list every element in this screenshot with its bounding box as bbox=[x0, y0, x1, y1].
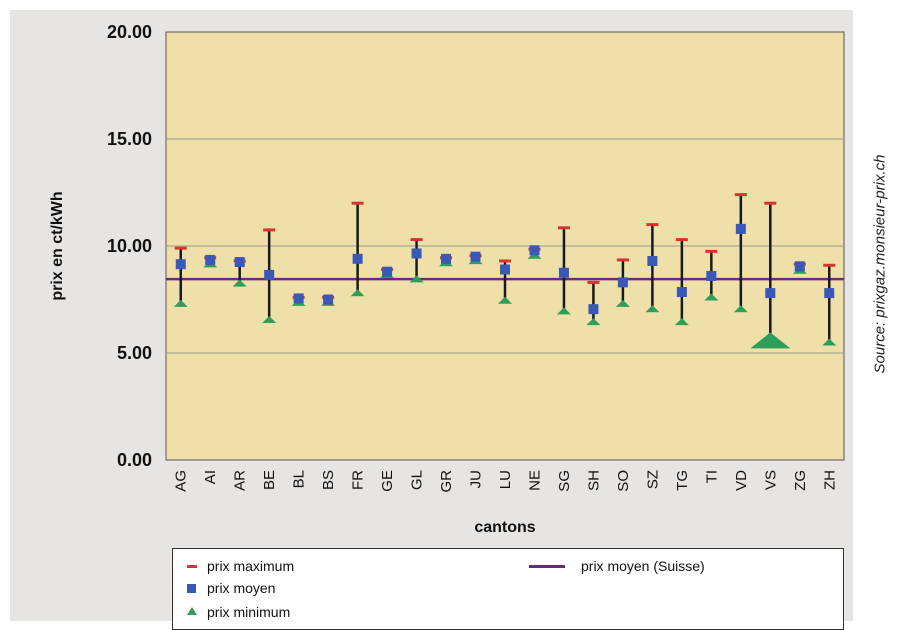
max-marker-vd bbox=[734, 193, 747, 197]
y-tick-label: 20.00 bbox=[107, 22, 152, 42]
grid-lines bbox=[166, 138, 844, 354]
x-tick-label: SZ bbox=[644, 470, 661, 489]
legend-label: prix maximum bbox=[207, 558, 295, 574]
max-marker-sg bbox=[557, 226, 570, 230]
min-marker-zh bbox=[822, 338, 837, 346]
chart: 0.00 5.00 10.00 15.00 20.00 AG AI AR BE BL BS FR GE… bbox=[49, 22, 845, 536]
min-marker-sh bbox=[586, 318, 601, 326]
min-marker-be bbox=[262, 315, 277, 323]
min-marker-so bbox=[615, 299, 630, 307]
max-marker-so bbox=[616, 258, 629, 262]
mean-marker-lu bbox=[500, 264, 510, 275]
legend-label: prix moyen (Suisse) bbox=[581, 558, 705, 574]
mean-marker-vd bbox=[735, 223, 746, 234]
legend-swatch-line bbox=[529, 565, 565, 568]
mean-marker-sz bbox=[647, 255, 658, 266]
x-tick-label: SH bbox=[585, 470, 602, 491]
legend-swatch-square bbox=[187, 584, 196, 593]
x-tick-label: NE bbox=[526, 470, 543, 491]
mean-marker-fr bbox=[352, 253, 363, 264]
max-marker-sz bbox=[646, 223, 659, 227]
min-marker-vs bbox=[750, 332, 791, 349]
min-marker-ag bbox=[173, 299, 188, 307]
x-tick-label: LU bbox=[497, 470, 514, 489]
min-marker-sg bbox=[556, 307, 571, 315]
min-marker-gl bbox=[409, 275, 424, 283]
min-marker-sz bbox=[645, 305, 660, 313]
y-tick-label: 0.00 bbox=[117, 450, 152, 470]
max-marker-be bbox=[263, 228, 276, 232]
mean-marker-so bbox=[617, 277, 628, 288]
max-marker-sh bbox=[587, 280, 600, 284]
y-tick-label: 5.00 bbox=[117, 343, 152, 363]
mean-marker-ai bbox=[205, 254, 216, 265]
x-tick-label: GR bbox=[438, 470, 455, 493]
mean-marker-ag bbox=[175, 259, 186, 270]
max-marker-tg bbox=[675, 238, 688, 242]
min-marker-vd bbox=[733, 305, 748, 313]
x-tick-label: JU bbox=[468, 470, 485, 488]
x-tick-label: BS bbox=[320, 470, 337, 490]
x-tick-label: BL bbox=[291, 470, 308, 488]
x-tick-label: SO bbox=[615, 470, 632, 492]
max-marker-ti bbox=[705, 249, 718, 253]
x-axis-title: cantons bbox=[474, 519, 535, 536]
data-markers bbox=[173, 193, 837, 349]
x-tick-label: GE bbox=[379, 470, 396, 492]
legend-swatch-dash bbox=[187, 565, 197, 568]
legend-swatch-triangle bbox=[187, 607, 197, 615]
mean-marker-gr bbox=[441, 253, 452, 264]
y-tick-labels: 0.00 5.00 10.00 15.00 20.00 bbox=[107, 22, 152, 470]
mean-marker-ti bbox=[706, 270, 717, 281]
legend-label: prix minimum bbox=[207, 604, 291, 620]
min-marker-ar bbox=[232, 279, 247, 287]
max-marker-vs bbox=[764, 201, 777, 205]
max-marker-ag bbox=[174, 246, 187, 250]
mean-marker-tg bbox=[676, 287, 687, 298]
x-tick-label: FR bbox=[350, 470, 367, 490]
mean-marker-sg bbox=[558, 267, 569, 278]
min-marker-fr bbox=[350, 289, 365, 297]
mean-marker-sh bbox=[588, 304, 599, 315]
source-label: Source: prixgaz.monsieur-prix.ch bbox=[871, 154, 889, 374]
mean-marker-bl bbox=[293, 293, 304, 304]
mean-marker-bs bbox=[323, 294, 334, 305]
chart-frame: 0.00 5.00 10.00 15.00 20.00 AG AI AR BE BL BS FR GE… bbox=[10, 10, 853, 630]
x-tick-label: AG bbox=[173, 470, 190, 492]
mean-marker-zh bbox=[824, 288, 835, 299]
x-tick-label: SG bbox=[556, 470, 573, 492]
x-tick-label: AR bbox=[232, 470, 249, 491]
legend-label: prix moyen bbox=[207, 580, 276, 596]
max-marker-lu bbox=[499, 259, 511, 263]
x-tick-labels: AG AI AR BE BL BS FR GE GL GR JU LU NE SG SH SO SZ TG TI VD… bbox=[173, 470, 839, 493]
mean-marker-ne bbox=[529, 245, 540, 256]
min-marker-ti bbox=[704, 293, 719, 301]
x-tick-label: TI bbox=[703, 470, 720, 483]
y-tick-label: 10.00 bbox=[107, 236, 152, 256]
mean-marker-ge bbox=[382, 266, 393, 277]
max-marker-gl bbox=[410, 238, 423, 242]
mean-marker-be bbox=[264, 269, 275, 280]
y-axis-title: prix en ct/kWh bbox=[49, 191, 66, 300]
mean-marker-gl bbox=[411, 248, 422, 259]
legend: prix maximum prix moyen prix minimum prix m… bbox=[172, 548, 844, 630]
x-tick-label: TG bbox=[674, 470, 691, 491]
max-marker-fr bbox=[351, 201, 364, 205]
y-tick-label: 15.00 bbox=[107, 129, 152, 149]
mean-marker-zg bbox=[794, 261, 805, 272]
x-tick-label: VD bbox=[733, 470, 750, 491]
x-tick-label: GL bbox=[409, 470, 426, 490]
min-marker-tg bbox=[674, 318, 689, 326]
mean-marker-ju bbox=[470, 251, 481, 262]
mean-marker-vs bbox=[765, 288, 776, 299]
x-tick-label: ZG bbox=[792, 470, 809, 491]
x-tick-label: ZH bbox=[821, 470, 838, 490]
x-tick-label: VS bbox=[762, 470, 779, 490]
mean-marker-ar bbox=[234, 257, 245, 268]
x-tick-label: BE bbox=[261, 470, 278, 490]
max-marker-zh bbox=[823, 263, 836, 267]
x-tick-label: AI bbox=[202, 470, 219, 484]
min-marker-lu bbox=[498, 296, 512, 304]
